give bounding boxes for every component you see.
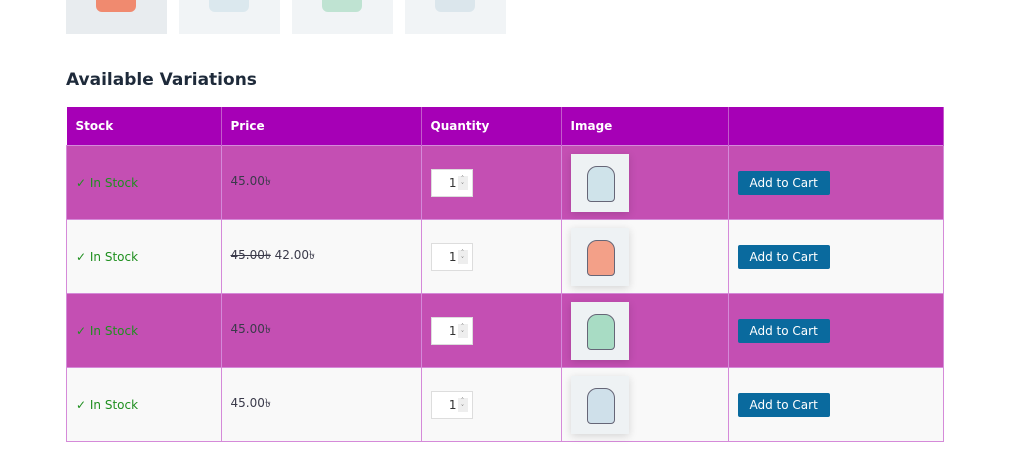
gallery-thumbnail[interactable] [66,0,167,34]
quantity-input[interactable]: 1 ˄ ˅ [430,390,473,419]
stock-cell: ✓ In Stock [66,219,222,294]
action-cell: Add to Cart [727,145,944,220]
image-cell [560,293,729,368]
image-cell [560,145,729,220]
add-to-cart-button[interactable]: Add to Cart [737,392,830,417]
col-quantity: Quantity [421,107,562,146]
add-to-cart-button[interactable]: Add to Cart [737,244,830,269]
stock-cell: ✓ In Stock [66,367,222,442]
action-cell: Add to Cart [727,367,944,442]
stock-status: ✓ In Stock [76,323,139,338]
stock-status: ✓ In Stock [76,175,139,190]
quantity-value: 1 [448,175,457,190]
gallery-thumbnail[interactable] [405,0,506,34]
action-cell: Add to Cart [727,293,944,368]
quantity-cell: 1 ˄ ˅ [420,293,562,368]
quantity-stepper[interactable]: ˄ ˅ [457,397,468,412]
price: 45.00৳ [230,173,271,188]
stock-cell: ✓ In Stock [66,293,222,368]
stock-cell: ✓ In Stock [66,145,222,220]
hoodie-image [96,0,136,12]
section-title: Available Variations [66,70,257,90]
hoodie-image [586,387,615,424]
hoodie-image [435,0,475,12]
hoodie-image [322,0,362,12]
quantity-stepper[interactable]: ˄ ˅ [457,175,468,190]
table-row: ✓ In Stock 45.00৳ 42.00৳ 1 ˄ ˅ Add to Cart [66,219,944,294]
quantity-input[interactable]: 1 ˄ ˅ [430,168,473,197]
quantity-input[interactable]: 1 ˄ ˅ [430,242,473,271]
col-stock: Stock [66,107,222,146]
price-cell: 45.00৳ [220,145,422,220]
price-cell: 45.00৳ [220,293,422,368]
table-row: ✓ In Stock 45.00৳ 1 ˄ ˅ Add to Cart [66,293,944,368]
quantity-input[interactable]: 1 ˄ ˅ [430,316,473,345]
col-price: Price [221,107,422,146]
old-price: 45.00৳ [230,247,271,262]
price: 45.00৳ [230,321,271,336]
quantity-cell: 1 ˄ ˅ [420,367,562,442]
price-cell: 45.00৳ [220,367,422,442]
action-cell: Add to Cart [727,219,944,294]
col-action [728,107,944,146]
variation-image[interactable] [570,375,629,434]
image-cell [560,367,729,442]
add-to-cart-button[interactable]: Add to Cart [737,318,830,343]
price: 42.00৳ [274,247,316,262]
quantity-stepper[interactable]: ˄ ˅ [457,323,468,338]
variation-image[interactable] [570,301,629,360]
hoodie-image [586,165,615,202]
gallery-thumbnail[interactable] [179,0,280,34]
stock-status: ✓ In Stock [76,397,139,412]
hoodie-image [586,239,615,276]
product-gallery [66,0,506,34]
price: 45.00৳ [230,395,271,410]
table-row: ✓ In Stock 45.00৳ 1 ˄ ˅ Add to Cart [66,145,944,220]
variations-table: Stock Price Quantity Image ✓ In Stock 45… [66,107,944,442]
price-cell: 45.00৳ 42.00৳ [220,219,422,294]
variation-image[interactable] [570,227,629,286]
quantity-cell: 1 ˄ ˅ [420,145,562,220]
stock-status: ✓ In Stock [76,249,139,264]
gallery-thumbnail[interactable] [292,0,393,34]
hoodie-image [586,313,615,350]
col-image: Image [561,107,729,146]
quantity-cell: 1 ˄ ˅ [420,219,562,294]
image-cell [560,219,729,294]
quantity-value: 1 [448,323,457,338]
add-to-cart-button[interactable]: Add to Cart [737,170,830,195]
variation-image[interactable] [570,153,629,212]
quantity-stepper[interactable]: ˄ ˅ [457,249,468,264]
quantity-value: 1 [448,397,457,412]
quantity-value: 1 [448,249,457,264]
table-row: ✓ In Stock 45.00৳ 1 ˄ ˅ Add to Cart [66,367,944,442]
hoodie-image [209,0,249,12]
